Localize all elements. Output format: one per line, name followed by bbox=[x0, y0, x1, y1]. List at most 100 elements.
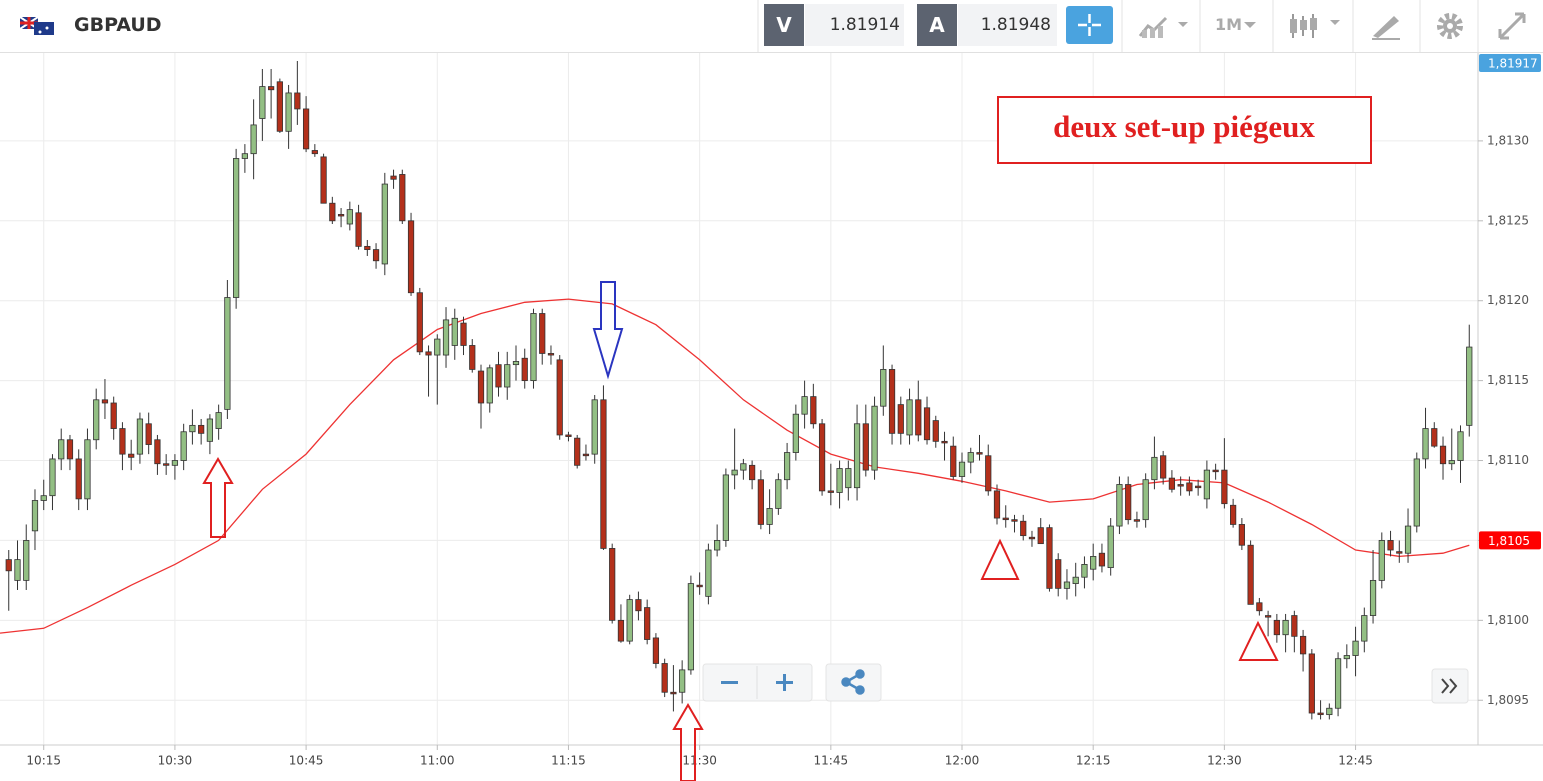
candle-body bbox=[1142, 479, 1149, 521]
candle-body bbox=[801, 396, 808, 415]
candle-body bbox=[31, 500, 39, 532]
candle-body bbox=[880, 369, 887, 407]
timeframe-button[interactable]: 1M bbox=[1215, 15, 1243, 34]
candle-body bbox=[14, 559, 21, 581]
candle-body bbox=[1098, 552, 1106, 567]
settings-button[interactable] bbox=[1434, 10, 1466, 42]
candle-body bbox=[1247, 544, 1254, 605]
y-tick-label: 1,8100 bbox=[1487, 613, 1529, 627]
candle-body bbox=[469, 345, 476, 370]
candle-body bbox=[950, 445, 957, 477]
candle-body bbox=[1317, 712, 1324, 716]
candle-body bbox=[486, 367, 493, 404]
candle-body bbox=[1195, 485, 1202, 489]
candle-body bbox=[425, 351, 432, 356]
share-button[interactable] bbox=[825, 663, 882, 702]
fullscreen-button[interactable] bbox=[1496, 10, 1528, 42]
candle-body bbox=[1299, 635, 1307, 655]
candle-body bbox=[740, 463, 747, 471]
flag-icon bbox=[20, 17, 54, 35]
candle-body bbox=[1273, 619, 1280, 636]
candle-body bbox=[1186, 482, 1193, 492]
candle-body bbox=[923, 407, 931, 441]
candle-body bbox=[1448, 460, 1455, 465]
candle-body bbox=[171, 460, 179, 466]
bid-price[interactable]: 1.81914 bbox=[805, 4, 904, 46]
candle-body bbox=[311, 150, 318, 155]
candle-body bbox=[1230, 504, 1237, 525]
bid-label[interactable]: V bbox=[764, 4, 804, 46]
candle-body bbox=[1020, 520, 1027, 537]
candle-body bbox=[241, 153, 248, 159]
annotation-box bbox=[997, 96, 1372, 164]
candle-body bbox=[399, 174, 406, 222]
toolbar: GBPAUD V 1.81914 A 1.81948 1M bbox=[0, 0, 1543, 53]
candle-body bbox=[722, 474, 729, 541]
crosshair-button[interactable] bbox=[1066, 6, 1113, 44]
candle-body bbox=[1387, 540, 1394, 551]
chart: 1,8095 1,8100 1,8105 1,8110 1,8115 1,8120 1,81… bbox=[0, 53, 1543, 781]
candle-body bbox=[119, 428, 126, 455]
zoom-in-button[interactable] bbox=[776, 674, 793, 691]
candle-body bbox=[731, 469, 738, 476]
candle-body bbox=[897, 404, 904, 434]
candle-body bbox=[372, 249, 380, 262]
candle-body bbox=[381, 183, 388, 265]
candle-body bbox=[932, 420, 939, 442]
candle-body bbox=[329, 202, 336, 222]
candle-body bbox=[294, 92, 301, 110]
candle-body bbox=[1063, 581, 1071, 589]
x-tick-label: 10:15 bbox=[26, 754, 61, 768]
x-tick-label: 11:45 bbox=[814, 754, 849, 768]
candle-body bbox=[58, 439, 65, 460]
ask-price[interactable]: 1.81948 bbox=[958, 4, 1057, 46]
price-marker bbox=[1479, 531, 1541, 550]
candle-body bbox=[749, 464, 756, 481]
candle-body bbox=[521, 357, 528, 382]
timeframe-caret bbox=[1244, 22, 1256, 28]
candle-body bbox=[1011, 519, 1018, 522]
up-arrow bbox=[672, 703, 704, 781]
candle-body bbox=[1264, 615, 1272, 618]
x-tick-label: 10:30 bbox=[158, 754, 193, 768]
candle-body bbox=[512, 361, 520, 366]
candle-body bbox=[1168, 477, 1176, 490]
candle-body bbox=[670, 691, 677, 695]
ask-label[interactable]: A bbox=[917, 4, 957, 46]
candle-body bbox=[434, 338, 441, 356]
draw-tool-button[interactable] bbox=[1370, 12, 1402, 40]
scroll-right-button[interactable] bbox=[1431, 668, 1469, 704]
candle-body bbox=[609, 548, 616, 621]
candle-body bbox=[539, 313, 546, 354]
price-marker bbox=[1479, 54, 1541, 72]
candle-body bbox=[1378, 540, 1385, 581]
candle-body bbox=[1334, 658, 1342, 709]
candle-body bbox=[644, 607, 651, 640]
candle-body bbox=[1422, 428, 1429, 460]
candle-body bbox=[1308, 653, 1315, 714]
candle-body bbox=[591, 399, 598, 455]
y-tick-label: 1,8125 bbox=[1487, 213, 1529, 227]
candle-body bbox=[958, 461, 966, 477]
candle-body bbox=[818, 423, 826, 492]
candle-body bbox=[1212, 469, 1219, 473]
candle-body bbox=[967, 452, 974, 463]
x-tick-label: 12:15 bbox=[1076, 754, 1111, 768]
candle-body bbox=[206, 418, 214, 442]
candle-body bbox=[1055, 559, 1062, 589]
candle-body bbox=[915, 399, 922, 436]
x-tick-label: 12:45 bbox=[1338, 754, 1373, 768]
candle-body bbox=[1107, 525, 1114, 569]
candle-body bbox=[1352, 640, 1359, 656]
candle-body bbox=[407, 220, 415, 294]
candle-body bbox=[1081, 564, 1088, 578]
candle-body bbox=[84, 439, 91, 500]
candle-type-button[interactable] bbox=[1288, 10, 1344, 42]
candle-body bbox=[346, 209, 353, 225]
candle-body bbox=[766, 508, 773, 525]
annotation: deux set-up piégeux bbox=[1053, 109, 1315, 144]
candle-body bbox=[652, 637, 660, 664]
candle-body bbox=[495, 364, 502, 388]
chart-type-button[interactable] bbox=[1138, 12, 1192, 40]
candle-body bbox=[792, 413, 799, 453]
